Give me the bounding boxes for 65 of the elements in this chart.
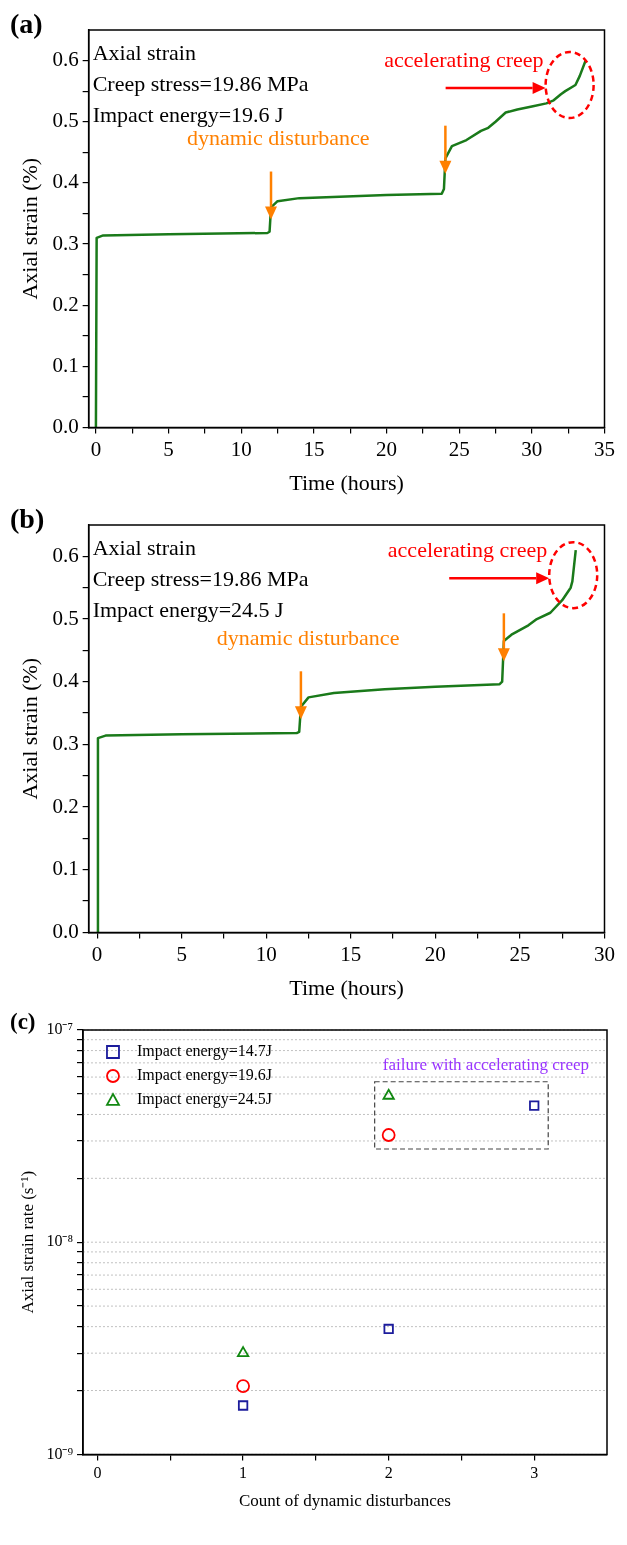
x-tick-label: 3 <box>530 1464 539 1482</box>
y-tick-label: 0.1 <box>52 352 79 377</box>
x-tick-label: 0 <box>91 941 103 966</box>
x-tick-label: 2 <box>384 1464 393 1482</box>
x-tick-label: 5 <box>163 436 174 461</box>
y-tick-label: 0.1 <box>52 856 79 881</box>
legend-label: Impact energy=24.5J <box>136 1090 272 1109</box>
annotation: Axial strain <box>92 535 196 560</box>
y-tick-label: 0.2 <box>52 291 79 316</box>
chart-title: (a) <box>10 8 43 40</box>
annotation: accelerating creep <box>387 537 548 563</box>
x-tick-label: 35 <box>594 436 615 461</box>
x-tick-label: 25 <box>448 436 470 461</box>
x-tick-label: 1 <box>239 1464 248 1482</box>
x-tick-label: 0 <box>93 1464 102 1482</box>
y-tick-label: 0.3 <box>52 230 79 255</box>
y-tick-label: 10⁻⁸ <box>46 1232 73 1250</box>
x-axis-title: Count of dynamic disturbances <box>238 1491 451 1511</box>
y-tick-label: 0.6 <box>52 542 79 567</box>
x-tick-label: 10 <box>230 436 252 461</box>
y-tick-label: 0.2 <box>52 793 79 818</box>
x-tick-label: 5 <box>176 941 187 966</box>
x-axis-title: Time (hours) <box>289 974 404 1000</box>
point <box>381 1128 396 1142</box>
y-tick-label: 10⁻⁹ <box>46 1444 74 1462</box>
x-tick-label: 0 <box>90 436 102 461</box>
y-tick-label: 10⁻⁷ <box>46 1020 73 1038</box>
x-tick-label: 20 <box>376 436 398 461</box>
x-tick-label: 30 <box>594 941 615 966</box>
y-tick-label: 0.3 <box>52 730 79 755</box>
y-tick-label: 0.5 <box>52 108 79 133</box>
legend-label: Impact energy=14.7J <box>136 1042 272 1061</box>
y-tick-label: 0.4 <box>52 169 80 194</box>
annotation: Creep stress=19.86 MPa <box>92 71 309 96</box>
annotation: accelerating creep <box>384 47 544 73</box>
point <box>237 1400 249 1411</box>
chart-title: (c) <box>10 1009 36 1035</box>
y-tick-label: 0.5 <box>52 605 79 630</box>
point <box>382 1088 395 1100</box>
y-tick-label: 0.0 <box>52 413 79 438</box>
annotation: Creep stress=19.86 MPa <box>92 566 309 591</box>
y-axis-title: Axial strain (%) <box>16 657 42 800</box>
x-tick-label: 25 <box>509 941 531 966</box>
x-tick-label: 15 <box>303 436 325 461</box>
x-tick-label: 10 <box>255 941 277 966</box>
x-tick-label: 30 <box>521 436 543 461</box>
y-tick-label: 0.6 <box>52 47 79 72</box>
point <box>236 1379 250 1393</box>
x-tick-label: 20 <box>424 941 446 966</box>
x-tick-label: 15 <box>340 941 362 966</box>
point <box>237 1346 250 1358</box>
annotation: dynamic disturbance <box>216 624 400 650</box>
point <box>529 1100 540 1111</box>
y-axis-title: Axial strain (%) <box>16 157 42 300</box>
annotation: Axial strain <box>92 40 196 65</box>
chart-title: (b) <box>10 503 45 535</box>
y-tick-label: 0.4 <box>52 668 80 693</box>
y-tick-label: 0.0 <box>52 918 79 943</box>
x-axis-title: Time (hours) <box>289 469 404 495</box>
annotation: Impact energy=24.5 J <box>92 597 285 622</box>
annotation: failure with accelerating creep <box>382 1055 589 1074</box>
legend-label: Impact energy=19.6J <box>136 1066 272 1085</box>
y-axis-title: Axial strain rate (s⁻¹) <box>17 1170 37 1314</box>
annotation: Impact energy=19.6 J <box>92 102 285 127</box>
point <box>383 1323 394 1335</box>
